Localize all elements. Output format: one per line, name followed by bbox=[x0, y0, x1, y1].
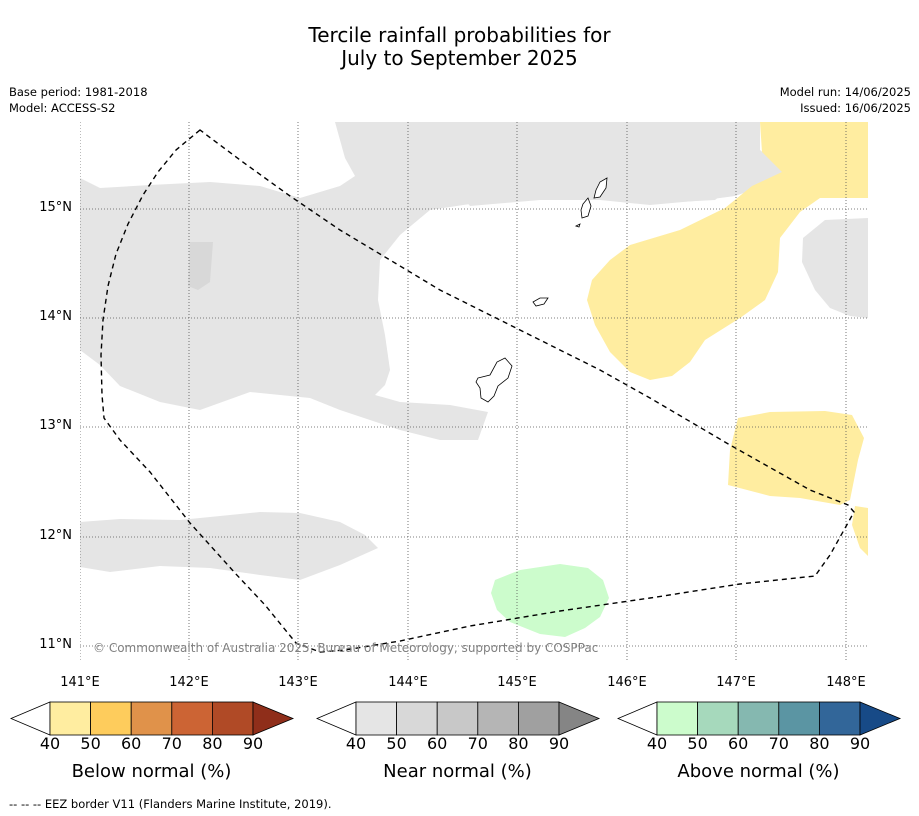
colorbar-2-tick-80: 80 bbox=[508, 734, 529, 753]
colorbar-3-tick-50: 50 bbox=[687, 734, 708, 753]
copyright-notice: © Commonwealth of Australia 2025, Bureau… bbox=[93, 641, 599, 655]
below-normal-region-north-east bbox=[587, 122, 868, 380]
lon-label-148: 148°E bbox=[826, 675, 866, 690]
eez-border bbox=[100, 129, 855, 653]
colorbar-1-tick-50: 50 bbox=[80, 734, 101, 753]
colorbar-2-cell-5 bbox=[517, 701, 560, 736]
model-label: Model: ACCESS-S2 bbox=[9, 101, 116, 115]
colorbar-3-cell-5 bbox=[818, 701, 861, 736]
near-normal-region-west bbox=[80, 122, 758, 440]
colorbar-1-cell-2 bbox=[90, 701, 132, 736]
lon-label-143: 143°E bbox=[278, 675, 318, 690]
lat-label-14: 14°N bbox=[39, 309, 72, 324]
lat-label-15: 15°N bbox=[39, 200, 72, 215]
colorbar-1-cell-4 bbox=[171, 701, 213, 736]
lat-label-11: 11°N bbox=[39, 637, 72, 652]
colorbar-3-tick-80: 80 bbox=[809, 734, 830, 753]
colorbar-1-tick-80: 80 bbox=[202, 734, 223, 753]
colorbar-1-tick-90: 90 bbox=[242, 734, 264, 753]
colorbar-2-cell-1 bbox=[355, 701, 397, 736]
colorbar-1-high-extend bbox=[252, 701, 295, 736]
colorbar-2 bbox=[316, 701, 601, 736]
forecast-map bbox=[80, 122, 868, 660]
eez-footnote: -- -- -- EEZ border V11 (Flanders Marine… bbox=[9, 797, 332, 811]
colorbar-1-label: Below normal (%) bbox=[71, 761, 232, 782]
colorbar-3-cell-2 bbox=[697, 701, 739, 736]
colorbar-3-cell-3 bbox=[737, 701, 780, 736]
island-rota bbox=[532, 297, 549, 307]
below-normal-regions bbox=[587, 122, 868, 556]
colorbar-2-tick-70: 70 bbox=[467, 734, 488, 753]
near-normal-regions bbox=[80, 122, 868, 580]
colorbar-1-cell-3 bbox=[130, 701, 173, 736]
lon-label-147: 147°E bbox=[716, 675, 756, 690]
map-title-line-1: Tercile rainfall probabilities for bbox=[308, 23, 611, 47]
graticule bbox=[80, 122, 868, 660]
colorbar-2-label: Near normal (%) bbox=[383, 761, 532, 782]
colorbar-2-tick-60: 60 bbox=[427, 734, 448, 753]
issued-label: Issued: 16/06/2025 bbox=[800, 101, 911, 115]
model-run-label: Model run: 14/06/2025 bbox=[779, 85, 911, 99]
colorbar-3-tick-40: 40 bbox=[646, 734, 668, 753]
lon-label-146: 146°E bbox=[607, 675, 647, 690]
lon-label-142: 142°E bbox=[169, 675, 209, 690]
island-tinian bbox=[580, 197, 592, 219]
lat-label-12: 12°N bbox=[39, 528, 72, 543]
island-aguijan bbox=[574, 223, 581, 228]
colorbar-3-tick-70: 70 bbox=[768, 734, 789, 753]
colorbar-2-high-extend bbox=[558, 701, 601, 736]
colorbar-2-cell-2 bbox=[396, 701, 438, 736]
colorbar-3-cell-1 bbox=[656, 701, 698, 736]
colorbar-3 bbox=[617, 701, 902, 736]
lon-label-144: 144°E bbox=[388, 675, 428, 690]
colorbar-2-tick-40: 40 bbox=[345, 734, 367, 753]
near-normal-region-east bbox=[802, 218, 868, 318]
colorbar-3-high-extend bbox=[859, 701, 902, 736]
colorbar-1-cell-1 bbox=[49, 701, 91, 736]
map-title-line-2: July to September 2025 bbox=[341, 46, 578, 70]
near-normal-region-top-middle bbox=[335, 122, 790, 206]
base-period-label: Base period: 1981-2018 bbox=[9, 85, 148, 99]
colorbar-1 bbox=[10, 701, 295, 736]
colorbar-2-tick-90: 90 bbox=[548, 734, 570, 753]
colorbar-3-label: Above normal (%) bbox=[677, 761, 840, 782]
lat-label-13: 13°N bbox=[39, 418, 72, 433]
colorbar-2-low-extend bbox=[316, 701, 357, 736]
colorbar-2-cell-4 bbox=[477, 701, 519, 736]
colorbar-3-cell-4 bbox=[778, 701, 820, 736]
colorbar-3-low-extend bbox=[617, 701, 658, 736]
colorbar-1-tick-70: 70 bbox=[161, 734, 182, 753]
island-saipan bbox=[593, 177, 608, 199]
above-normal-region bbox=[491, 564, 609, 637]
colorbar-2-tick-50: 50 bbox=[386, 734, 407, 753]
colorbar-1-tick-60: 60 bbox=[121, 734, 142, 753]
near-normal-region-south bbox=[80, 512, 378, 580]
colorbar-1-tick-40: 40 bbox=[39, 734, 61, 753]
below-normal-region-edge bbox=[852, 506, 868, 556]
colorbar-3-tick-60: 60 bbox=[728, 734, 749, 753]
colorbar-1-cell-5 bbox=[211, 701, 254, 736]
lon-label-141: 141°E bbox=[60, 675, 100, 690]
island-guam bbox=[475, 357, 513, 403]
near-normal-50-patch bbox=[188, 242, 213, 290]
lon-label-145: 145°E bbox=[497, 675, 537, 690]
colorbar-3-tick-90: 90 bbox=[849, 734, 871, 753]
colorbar-2-cell-3 bbox=[436, 701, 479, 736]
colorbar-1-low-extend bbox=[10, 701, 51, 736]
below-normal-region-east bbox=[728, 411, 864, 505]
coastlines bbox=[475, 177, 608, 403]
